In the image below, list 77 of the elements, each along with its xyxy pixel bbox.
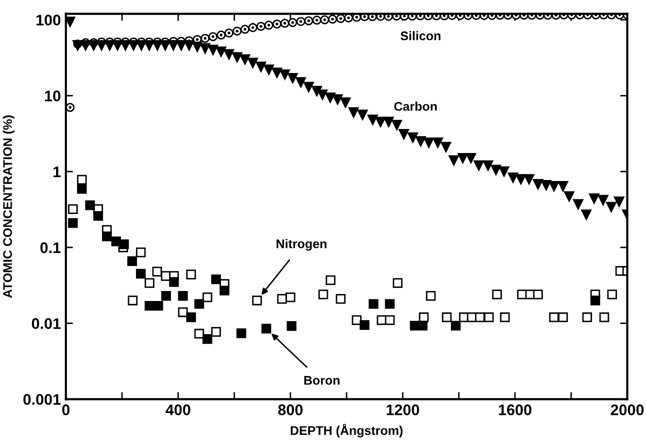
point xyxy=(68,204,78,214)
y-tick-label: 0.01 xyxy=(32,318,61,329)
point xyxy=(202,292,212,302)
x-tick-label: 2000 xyxy=(610,404,644,416)
point xyxy=(590,296,600,306)
x-tick-label: 800 xyxy=(278,404,303,416)
y-tick-label: 100 xyxy=(36,14,60,26)
point xyxy=(178,290,188,301)
point xyxy=(442,312,452,322)
point xyxy=(533,290,543,300)
annotation: Boron xyxy=(304,376,340,385)
point xyxy=(144,278,154,288)
point xyxy=(475,312,485,322)
point xyxy=(384,299,395,309)
point xyxy=(392,278,403,288)
point xyxy=(186,312,196,322)
x-tick-label: 1600 xyxy=(498,404,532,416)
point xyxy=(186,270,196,280)
point xyxy=(384,315,395,326)
point xyxy=(426,290,436,301)
point xyxy=(136,248,146,258)
point xyxy=(202,334,212,344)
point xyxy=(286,321,296,331)
annotation: Carbon xyxy=(394,102,437,111)
x-tick-label: 0 xyxy=(62,404,70,416)
point xyxy=(102,231,112,242)
point xyxy=(85,200,95,210)
point xyxy=(77,184,87,194)
annotation: Silicon xyxy=(400,31,440,40)
point xyxy=(450,320,461,331)
point xyxy=(194,328,204,339)
point xyxy=(418,320,428,331)
point xyxy=(152,266,162,276)
point xyxy=(500,312,510,322)
point xyxy=(286,292,296,302)
point xyxy=(492,290,502,300)
y-axis-title: ATOMIC CONCENTRATION (%) xyxy=(2,115,14,298)
point xyxy=(484,312,494,322)
point xyxy=(161,290,171,301)
point xyxy=(549,312,559,322)
point xyxy=(517,290,527,300)
point xyxy=(136,268,146,279)
point xyxy=(261,324,272,334)
point xyxy=(211,327,221,337)
point xyxy=(252,296,262,306)
point xyxy=(599,312,610,322)
point xyxy=(360,320,370,330)
point xyxy=(77,174,87,185)
point xyxy=(93,211,104,221)
y-tick-label: 10 xyxy=(45,90,60,102)
point xyxy=(236,328,246,338)
annotation: Nitrogen xyxy=(276,239,326,251)
point xyxy=(178,307,188,318)
point xyxy=(318,290,328,300)
point xyxy=(336,294,346,304)
point xyxy=(153,300,164,311)
x-axis-title: DEPTH (Ångstrom) xyxy=(290,424,403,438)
x-tick-label: 1200 xyxy=(386,404,420,416)
point xyxy=(326,275,336,286)
point xyxy=(211,274,221,284)
point xyxy=(68,218,78,228)
point xyxy=(607,290,617,300)
point xyxy=(144,300,154,311)
y-tick-label: 1 xyxy=(53,166,61,178)
point xyxy=(368,299,378,309)
point xyxy=(277,294,287,304)
point xyxy=(169,277,179,287)
point xyxy=(119,239,129,250)
point xyxy=(127,256,137,266)
point xyxy=(220,286,230,296)
point xyxy=(128,296,138,306)
point xyxy=(582,312,592,322)
y-tick-label: 0.001 xyxy=(23,394,61,405)
point xyxy=(194,299,204,309)
x-tick-label: 400 xyxy=(166,404,190,416)
point xyxy=(558,312,568,322)
y-tick-label: 0.1 xyxy=(40,242,61,254)
